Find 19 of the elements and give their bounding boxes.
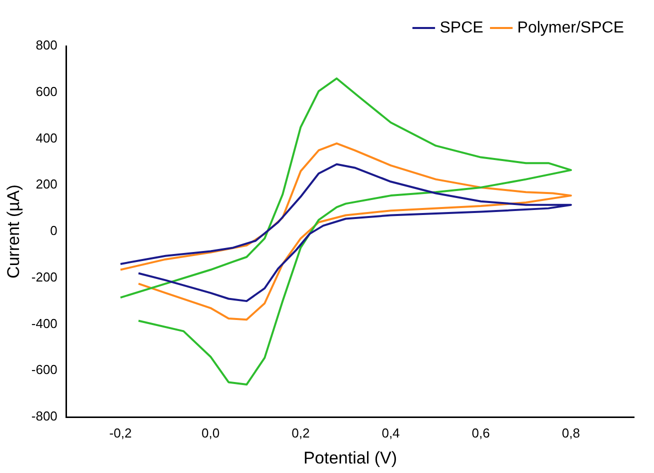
x-axis-title: Potential (V) bbox=[303, 448, 397, 468]
y-tick-label: 600 bbox=[36, 84, 58, 99]
legend-label: SPCE bbox=[440, 19, 484, 36]
y-tick-label: -600 bbox=[31, 362, 58, 378]
x-tick-label: 0,8 bbox=[562, 425, 580, 440]
legend-label: Polymer/SPCE bbox=[517, 19, 624, 36]
y-tick-label: 200 bbox=[36, 176, 58, 192]
y-tick-label: 0 bbox=[50, 223, 58, 238]
x-tick-label: 0,6 bbox=[472, 425, 490, 440]
y-axis-title: Current (µA) bbox=[4, 184, 23, 278]
y-tick-label: 800 bbox=[36, 38, 58, 53]
y-tick-label: -200 bbox=[31, 269, 58, 284]
y-tick-label: -800 bbox=[31, 408, 58, 424]
x-tick-label: -0,2 bbox=[109, 425, 132, 440]
y-tick-label: 400 bbox=[36, 130, 58, 146]
x-tick-label: 0,2 bbox=[292, 425, 310, 440]
x-tick-label: 0,0 bbox=[202, 425, 220, 440]
x-tick-label: 0,4 bbox=[382, 425, 400, 440]
y-tick-label: -400 bbox=[31, 316, 58, 331]
